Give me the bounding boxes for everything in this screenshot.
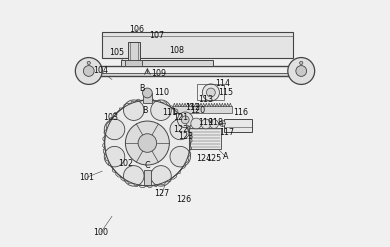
Text: B: B: [142, 105, 148, 115]
Text: 112: 112: [185, 103, 200, 112]
Text: 126: 126: [176, 195, 191, 204]
Circle shape: [201, 119, 211, 129]
Circle shape: [170, 146, 190, 167]
Text: 107: 107: [150, 31, 165, 40]
Text: 113: 113: [199, 95, 213, 103]
Bar: [173, 106, 232, 113]
Circle shape: [83, 66, 94, 76]
Text: 101: 101: [80, 173, 94, 182]
Circle shape: [206, 88, 215, 97]
Text: 117: 117: [219, 127, 234, 137]
Text: 100: 100: [94, 228, 108, 237]
Circle shape: [87, 61, 90, 64]
Bar: [143, 93, 152, 103]
Bar: [197, 84, 224, 100]
Circle shape: [124, 100, 144, 121]
Circle shape: [126, 121, 169, 165]
Text: 124: 124: [196, 154, 211, 164]
Text: 118: 118: [208, 118, 223, 127]
Circle shape: [210, 120, 218, 128]
Circle shape: [220, 121, 225, 126]
Circle shape: [124, 166, 144, 186]
Bar: [102, 32, 292, 58]
Text: 116: 116: [233, 108, 248, 117]
Text: 102: 102: [118, 159, 133, 168]
Circle shape: [170, 119, 190, 140]
Text: 114: 114: [216, 79, 230, 88]
Bar: [144, 170, 151, 185]
Circle shape: [105, 100, 190, 186]
Text: 106: 106: [129, 25, 144, 34]
Circle shape: [300, 61, 303, 64]
Text: C: C: [145, 161, 150, 169]
Circle shape: [104, 119, 125, 140]
Text: 115: 115: [218, 88, 233, 98]
Bar: [189, 128, 221, 149]
Text: 125: 125: [206, 154, 221, 164]
Bar: [128, 42, 140, 60]
Circle shape: [151, 100, 171, 121]
Text: 127: 127: [154, 189, 170, 198]
Bar: [224, 119, 252, 132]
Text: 103: 103: [103, 113, 118, 122]
Text: 119: 119: [199, 118, 214, 127]
Circle shape: [151, 166, 171, 186]
Text: 110: 110: [154, 88, 170, 98]
Bar: [98, 73, 292, 76]
Circle shape: [202, 84, 220, 101]
Circle shape: [288, 58, 315, 84]
Text: 121: 121: [173, 113, 188, 122]
Text: 105: 105: [109, 48, 124, 57]
Text: 108: 108: [169, 46, 184, 55]
Circle shape: [142, 88, 152, 98]
Text: 123: 123: [178, 132, 193, 142]
Text: B: B: [140, 83, 145, 93]
Circle shape: [138, 134, 157, 152]
Circle shape: [296, 66, 307, 76]
Circle shape: [177, 112, 193, 128]
Text: A: A: [223, 152, 228, 161]
Text: 104: 104: [94, 66, 108, 76]
Circle shape: [181, 116, 189, 124]
Text: 122: 122: [173, 125, 188, 134]
Text: 120: 120: [190, 105, 205, 115]
Circle shape: [75, 58, 102, 84]
Text: 109: 109: [151, 69, 166, 78]
Bar: [121, 60, 213, 66]
Bar: [126, 60, 142, 66]
Circle shape: [104, 146, 125, 167]
Text: 111: 111: [162, 108, 177, 117]
Circle shape: [191, 118, 202, 129]
